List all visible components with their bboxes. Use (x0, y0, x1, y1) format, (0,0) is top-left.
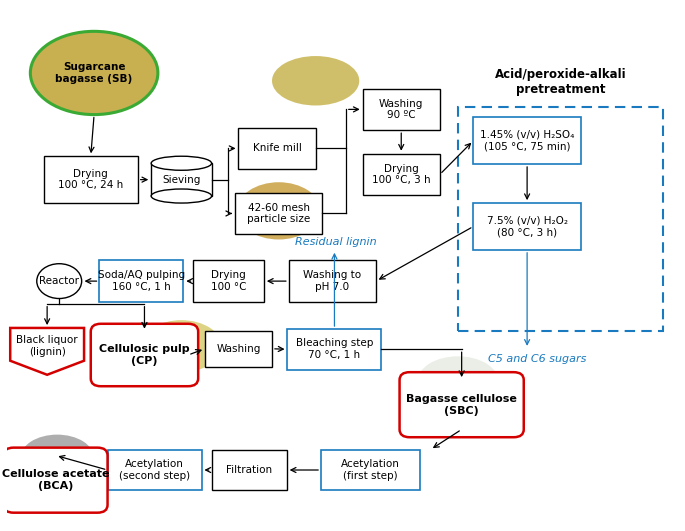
FancyBboxPatch shape (44, 156, 138, 203)
Text: Bleaching step
70 °C, 1 h: Bleaching step 70 °C, 1 h (296, 338, 373, 360)
FancyBboxPatch shape (3, 448, 108, 513)
Ellipse shape (151, 156, 212, 170)
FancyBboxPatch shape (473, 117, 581, 164)
Ellipse shape (418, 356, 498, 406)
Text: Sieving: Sieving (162, 175, 201, 185)
Text: Filtration: Filtration (226, 465, 272, 475)
Text: Acetylation
(second step): Acetylation (second step) (119, 459, 190, 481)
FancyBboxPatch shape (193, 260, 264, 302)
Ellipse shape (272, 56, 359, 106)
FancyBboxPatch shape (399, 372, 524, 437)
Text: Residual lignin: Residual lignin (295, 237, 377, 247)
FancyBboxPatch shape (235, 193, 323, 234)
Ellipse shape (21, 434, 94, 482)
Text: Drying
100 °C: Drying 100 °C (211, 270, 247, 292)
Text: Drying
100 °C, 24 h: Drying 100 °C, 24 h (58, 169, 123, 191)
FancyBboxPatch shape (289, 260, 376, 302)
FancyBboxPatch shape (212, 450, 287, 490)
FancyBboxPatch shape (362, 153, 440, 195)
FancyBboxPatch shape (205, 330, 272, 367)
Text: Bagasse cellulose
(SBC): Bagasse cellulose (SBC) (406, 394, 517, 415)
Text: Washing to
pH 7.0: Washing to pH 7.0 (303, 270, 362, 292)
Circle shape (37, 264, 82, 298)
FancyBboxPatch shape (108, 450, 201, 490)
Ellipse shape (151, 189, 212, 203)
Ellipse shape (141, 320, 222, 372)
FancyBboxPatch shape (90, 324, 198, 386)
Text: Washing: Washing (216, 344, 260, 354)
Text: Cellulosic pulp
(CP): Cellulosic pulp (CP) (99, 344, 190, 366)
Text: Black liquor
(lignin): Black liquor (lignin) (16, 335, 78, 356)
Text: 42-60 mesh
particle size: 42-60 mesh particle size (247, 203, 310, 224)
Text: Soda/AQ pulping
160 °C, 1 h: Soda/AQ pulping 160 °C, 1 h (98, 270, 185, 292)
Text: Knife mill: Knife mill (253, 143, 301, 153)
Text: Drying
100 °C, 3 h: Drying 100 °C, 3 h (372, 164, 431, 185)
Text: C5 and C6 sugars: C5 and C6 sugars (488, 354, 586, 364)
Text: Acid/peroxide-alkali
pretreatment: Acid/peroxide-alkali pretreatment (495, 68, 627, 97)
FancyBboxPatch shape (473, 203, 581, 250)
Polygon shape (10, 328, 84, 375)
FancyBboxPatch shape (151, 163, 212, 196)
Text: Washing
90 ºC: Washing 90 ºC (379, 99, 423, 120)
Text: Cellulose acetate
(BCA): Cellulose acetate (BCA) (2, 469, 110, 491)
FancyBboxPatch shape (238, 127, 316, 169)
Text: 7.5% (v/v) H₂O₂
(80 °C, 3 h): 7.5% (v/v) H₂O₂ (80 °C, 3 h) (486, 216, 568, 237)
Ellipse shape (30, 31, 158, 115)
Text: Acetylation
(first step): Acetylation (first step) (341, 459, 400, 481)
FancyBboxPatch shape (99, 260, 184, 302)
Text: Sugarcane
bagasse (SB): Sugarcane bagasse (SB) (55, 62, 133, 84)
FancyBboxPatch shape (362, 89, 440, 130)
FancyBboxPatch shape (321, 450, 421, 490)
Ellipse shape (237, 182, 321, 239)
Text: 1.45% (v/v) H₂SO₄
(105 °C, 75 min): 1.45% (v/v) H₂SO₄ (105 °C, 75 min) (480, 130, 574, 151)
Text: Reactor: Reactor (39, 276, 79, 286)
FancyBboxPatch shape (288, 329, 382, 370)
